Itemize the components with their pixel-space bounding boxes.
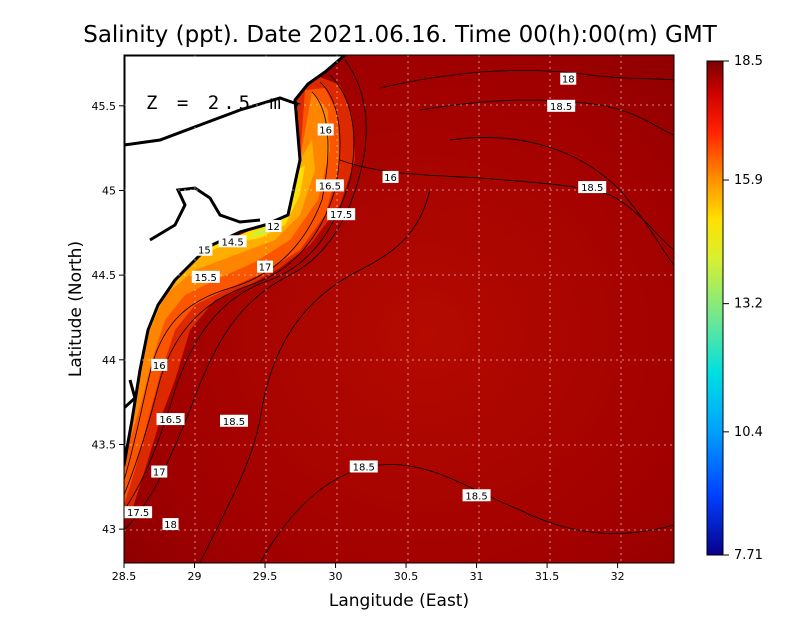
contour-lines — [124, 59, 674, 563]
nearshore-band-155 — [124, 92, 330, 470]
contour-label-box — [382, 170, 399, 183]
y-tick-label: 44 — [102, 354, 116, 367]
colorbar-tick-label: 18.5 — [734, 54, 763, 69]
contour-label-box — [349, 460, 378, 473]
contour-label: 18.5 — [223, 417, 245, 428]
x-tick-label: 28.5 — [112, 570, 137, 583]
contour-label-box — [218, 235, 247, 248]
x-tick-label: 30 — [329, 570, 343, 583]
contour-label: 18 — [164, 520, 177, 531]
contour-label: 16 — [384, 173, 397, 184]
contour-label-box — [191, 270, 220, 283]
x-tick-label: 32 — [611, 570, 625, 583]
contour-label-box — [151, 465, 168, 478]
y-tick-label: 45 — [102, 184, 116, 197]
x-tick-label: 31 — [470, 570, 484, 583]
plot-area: Z = 2.5 m 18 18.5 16 16 16.5 18.5 17.5 12 14.5 15… — [124, 55, 674, 563]
y-tick-label: 44.5 — [92, 269, 117, 282]
colorbar — [706, 60, 724, 556]
contour-label: 12 — [267, 222, 280, 233]
contour-label-box — [265, 220, 282, 233]
contour-label-box — [560, 72, 577, 85]
contour-label-box — [196, 243, 213, 256]
contour-label: 14.5 — [221, 237, 243, 248]
x-tick-label: 31.5 — [535, 570, 560, 583]
contour-label-box — [151, 358, 168, 371]
y-tick-label: 43.5 — [92, 438, 117, 451]
colorbar-tick-label: 10.4 — [734, 425, 763, 440]
border-line-3 — [124, 379, 137, 410]
contour-label: 16.5 — [159, 415, 181, 426]
chart-title: Salinity (ppt). Date 2021.06.16. Time 00… — [83, 22, 717, 48]
contour-label-box — [547, 99, 576, 112]
contour-label-box — [317, 123, 334, 136]
contour-label: 17 — [153, 468, 166, 479]
colorbar-ticks: 18.5 15.9 13.2 10.4 7.71 — [723, 54, 763, 563]
contour-label: 17 — [259, 263, 272, 274]
contour-label: 18.5 — [465, 491, 487, 502]
contour-label: 18.5 — [581, 183, 603, 194]
contour-label: 17.5 — [127, 508, 149, 519]
plot-frame — [123, 54, 675, 564]
x-tick-label: 29 — [188, 570, 202, 583]
y-axis-label: Latitude (North) — [66, 241, 86, 377]
depth-label: Z = 2.5 m — [146, 92, 285, 114]
contour-label: 18 — [562, 75, 575, 86]
contour-label: 15 — [198, 246, 211, 257]
border-line — [124, 96, 301, 147]
contour-label-box — [156, 413, 185, 426]
contour-label-box — [462, 489, 491, 502]
colorbar-tick-label: 15.9 — [734, 173, 763, 188]
contour-label: 18.5 — [550, 102, 572, 113]
y-axis: 43 43.5 44 44.5 45 45.5 — [92, 100, 124, 536]
contour-label: 18.5 — [353, 462, 375, 473]
contour-label-box — [124, 506, 153, 519]
contour-label: 16 — [319, 126, 332, 137]
contour-label-box — [315, 179, 344, 192]
contour-label-box — [257, 260, 274, 273]
x-axis: 28.5 29 29.5 30 30.5 31 31.5 32 — [112, 563, 625, 583]
colorbar-tick-label: 13.2 — [734, 297, 763, 312]
x-tick-label: 29.5 — [253, 570, 278, 583]
grid — [124, 55, 674, 563]
contour-label-box — [162, 518, 179, 531]
contour-label-box — [578, 181, 607, 194]
y-tick-label: 43 — [102, 523, 116, 536]
contour-label-box — [220, 414, 248, 427]
contour-label: 16.5 — [319, 181, 341, 192]
contour-label-box — [327, 208, 356, 221]
x-tick-label: 30.5 — [394, 570, 419, 583]
colorbar-tick-label: 7.71 — [734, 548, 763, 563]
contour-labels: 18 18.5 16 16 16.5 18.5 17.5 12 14.5 15 17 15.5 16 16… — [124, 72, 607, 531]
contour-label: 16 — [153, 361, 166, 372]
x-axis-label: Langitude (East) — [329, 591, 469, 611]
contour-label: 15.5 — [195, 273, 217, 284]
contour-label: 17.5 — [330, 210, 352, 221]
y-tick-label: 45.5 — [92, 100, 117, 113]
